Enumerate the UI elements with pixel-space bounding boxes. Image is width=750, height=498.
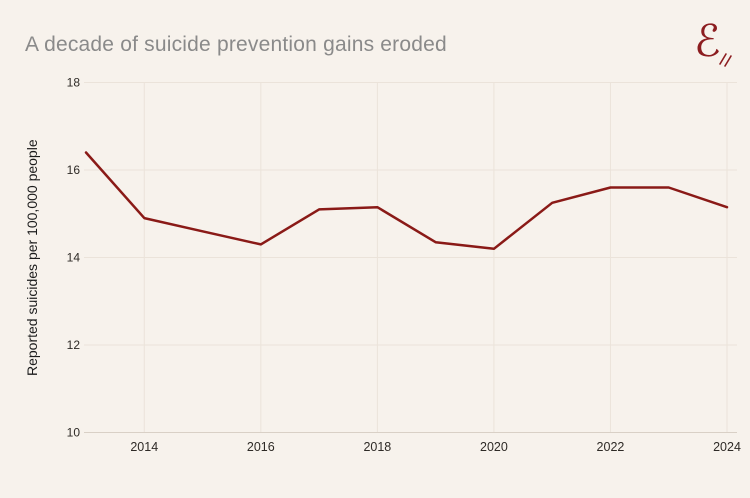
x-tick-label: 2016 (247, 440, 275, 454)
chart-title: A decade of suicide prevention gains ero… (25, 33, 447, 56)
y-tick-label: 14 (67, 251, 81, 265)
x-tick-label: 2024 (713, 440, 741, 454)
x-tick-label: 2020 (480, 440, 508, 454)
x-tick-label: 2018 (363, 440, 391, 454)
logo-double-slash-icon (719, 53, 732, 67)
x-tick-label: 2022 (597, 440, 625, 454)
publisher-logo: ℰ (694, 16, 738, 72)
script-e-logo-glyph: ℰ (694, 16, 721, 67)
y-tick-label: 16 (67, 163, 81, 177)
trend-line (84, 151, 729, 251)
x-tick-label: 2014 (130, 440, 158, 454)
y-tick-label: 12 (67, 338, 81, 352)
y-tick-label: 18 (67, 76, 81, 90)
y-tick-label: 10 (67, 426, 81, 440)
